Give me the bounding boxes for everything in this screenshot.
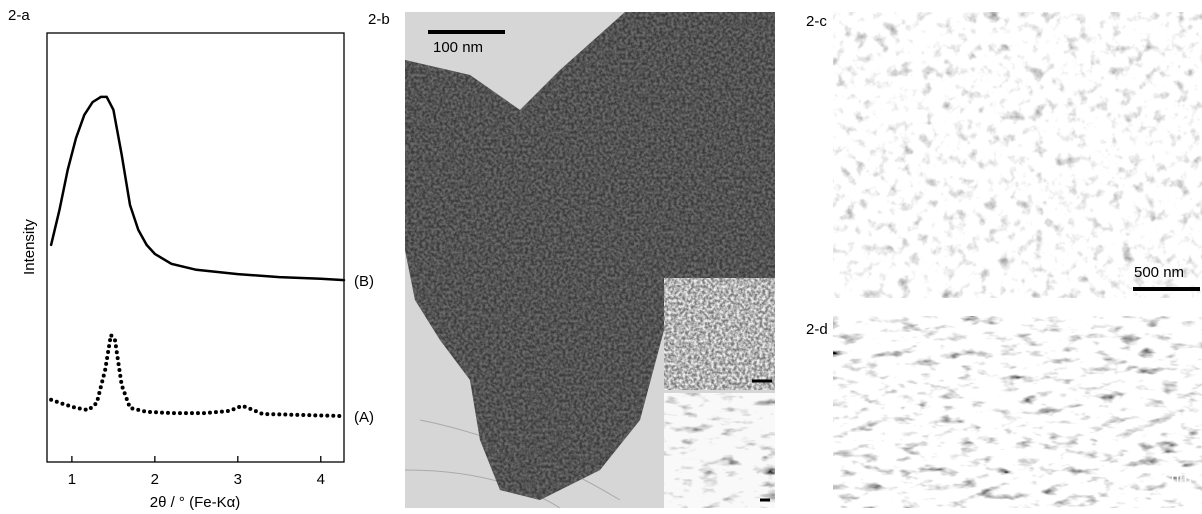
- tem-image: [405, 12, 775, 508]
- x-axis-label: 2θ / ° (Fe-Kα): [150, 494, 241, 511]
- inset-image: [664, 393, 775, 508]
- series-label: (A): [354, 409, 374, 426]
- series-line: [49, 95, 346, 282]
- panel-label: 2-d: [806, 321, 828, 338]
- panel-label: 2-a: [8, 7, 30, 24]
- scale-bar-label: 500 nm: [1134, 264, 1184, 281]
- panel-label: 2-b: [368, 11, 390, 28]
- scale-bar-label: 50 nm: [1150, 469, 1192, 486]
- sem-image: [833, 12, 1202, 298]
- series-line: [49, 330, 346, 419]
- x-tick-label: 4: [317, 471, 325, 488]
- hrtem-image: [833, 316, 1202, 508]
- plot-frame: [46, 32, 345, 463]
- inset-image: [664, 278, 775, 390]
- y-axis-label: Intensity: [21, 219, 38, 275]
- series-label: (B): [354, 273, 374, 290]
- x-tick-label: 2: [151, 471, 159, 488]
- panel-label: 2-c: [806, 13, 827, 30]
- x-tick-label: 1: [68, 471, 76, 488]
- scale-bar-label: 100 nm: [433, 39, 483, 56]
- x-tick-label: 3: [234, 471, 242, 488]
